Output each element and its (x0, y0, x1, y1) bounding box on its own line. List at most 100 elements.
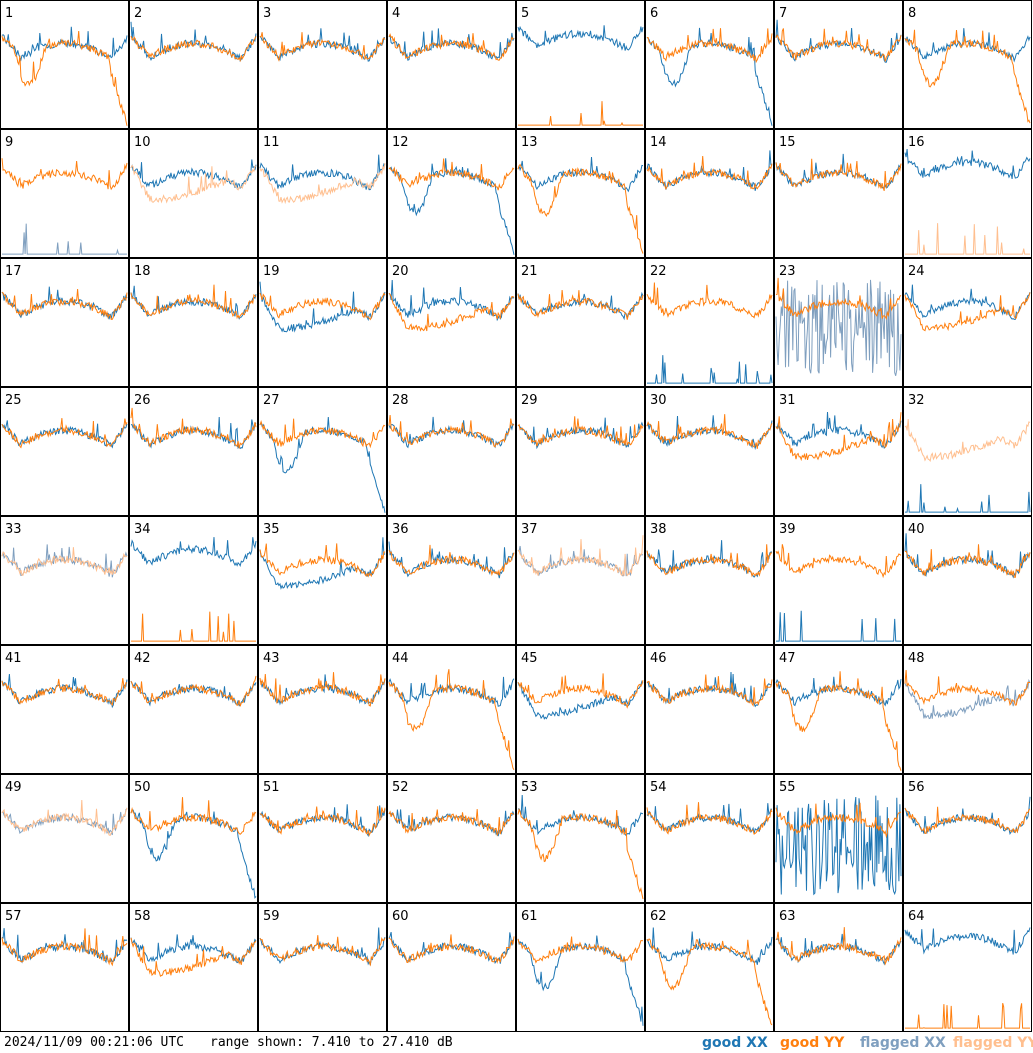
series-yy-flagged (1, 799, 128, 837)
panel-frame (258, 0, 387, 129)
panel-frame (0, 516, 129, 645)
panel-label: 42 (134, 651, 151, 666)
series-xx-good (904, 284, 1031, 320)
series-yy-good (517, 163, 644, 254)
panel-label: 24 (908, 264, 925, 279)
series-xx-good (904, 149, 1031, 179)
series-yy-good (130, 407, 257, 449)
panel-frame (774, 129, 903, 258)
series-yy-good (775, 277, 902, 320)
panel-frame (774, 903, 903, 1032)
panel-label: 53 (521, 780, 538, 795)
panel-37: 37 (516, 516, 645, 645)
series-yy-good (388, 544, 515, 577)
panel-label: 48 (908, 651, 925, 666)
series-yy-good (646, 938, 773, 1026)
panel-39: 39 (774, 516, 903, 645)
panel-frame (516, 903, 645, 1032)
panel-33: 33 (0, 516, 129, 645)
series-yy-good (775, 158, 902, 191)
series-yy-good (130, 284, 257, 320)
panel-frame (774, 645, 903, 774)
panel-label: 18 (134, 264, 151, 279)
panel-label: 34 (134, 522, 151, 537)
panel-frame (516, 129, 645, 258)
series-xx-good (646, 150, 773, 191)
panel-label: 61 (521, 909, 538, 924)
series-yy-good (130, 35, 257, 63)
series-yy-good (904, 544, 1031, 578)
panel-frame (516, 0, 645, 129)
panel-frame (0, 903, 129, 1032)
panel-frame (903, 516, 1032, 645)
panel-frame (903, 258, 1032, 387)
series-yy-flagged (904, 419, 1031, 463)
panel-52: 52 (387, 774, 516, 903)
series-xx-good (646, 415, 773, 451)
panel-frame (774, 0, 903, 129)
series-yy-good (388, 293, 515, 332)
panel-label: 17 (5, 264, 22, 279)
series-xx-flagged (1, 808, 128, 836)
panel-frame (645, 774, 774, 903)
legend-good-xx: good XX (702, 1035, 768, 1051)
panel-label: 46 (650, 651, 667, 666)
series-yy-good (517, 416, 644, 447)
panel-frame (387, 129, 516, 258)
panel-59: 59 (258, 903, 387, 1032)
panel-label: 5 (521, 6, 529, 21)
panel-label: 44 (392, 651, 409, 666)
panel-34: 34 (129, 516, 258, 645)
panel-label: 45 (521, 651, 538, 666)
panel-label: 35 (263, 522, 280, 537)
panel-44: 44 (387, 645, 516, 774)
panel-label: 20 (392, 264, 409, 279)
panel-23: 23 (774, 258, 903, 387)
panel-13: 13 (516, 129, 645, 258)
series-yy-flagged (259, 163, 386, 205)
series-yy-good (1, 158, 128, 191)
series-yy-good (388, 158, 515, 191)
panel-45: 45 (516, 645, 645, 774)
panel-label: 22 (650, 264, 667, 279)
panel-41: 41 (0, 645, 129, 774)
panel-frame (774, 387, 903, 516)
panel-64: 64 (903, 903, 1032, 1032)
panel-50: 50 (129, 774, 258, 903)
series-xx-good (130, 537, 257, 568)
panel-label: 21 (521, 264, 538, 279)
panel-frame (903, 387, 1032, 516)
series-xx-good (904, 927, 1031, 955)
timestamp-label: 2024/11/09 00:21:06 UTC (4, 1035, 185, 1050)
panel-frame (774, 258, 903, 387)
panel-63: 63 (774, 903, 903, 1032)
series-xx-good (130, 934, 257, 964)
series-xx-good (130, 680, 257, 707)
panel-11: 11 (258, 129, 387, 258)
series-yy-good (646, 544, 773, 578)
panel-51: 51 (258, 774, 387, 903)
series-yy-good (775, 802, 902, 839)
panel-label: 49 (5, 780, 22, 795)
series-yy-good (646, 282, 773, 319)
panel-label: 14 (650, 135, 667, 150)
series-yy-good (1, 288, 128, 320)
series-xx-good (646, 540, 772, 578)
panel-label: 47 (779, 651, 796, 666)
panel-label: 11 (263, 135, 280, 150)
panel-label: 37 (521, 522, 538, 537)
series-yy-good (388, 669, 515, 771)
panel-26: 26 (129, 387, 258, 516)
legend-flagged-yy: flagged YY (953, 1035, 1033, 1051)
panel-frame (516, 774, 645, 903)
series-xx-flagged (904, 678, 1031, 720)
series-yy-good (775, 544, 902, 579)
series-xx-good (517, 680, 644, 720)
panel-label: 64 (908, 909, 925, 924)
panel-frame (129, 774, 258, 903)
series-xx-good (775, 676, 902, 707)
panel-label: 63 (779, 909, 796, 924)
panel-3: 3 (258, 0, 387, 129)
panel-frame (645, 0, 774, 129)
panel-18: 18 (129, 258, 258, 387)
